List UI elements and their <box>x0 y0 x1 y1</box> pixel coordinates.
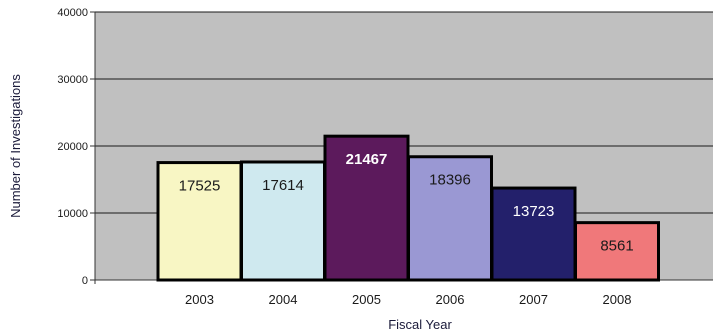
x-axis-title: Fiscal Year <box>388 317 452 332</box>
data-label-2007: 13723 <box>513 203 555 220</box>
data-label-2003: 17525 <box>179 178 221 195</box>
x-tick-label: 2005 <box>352 292 381 307</box>
bar-2007 <box>490 186 577 282</box>
x-tick-label: 2003 <box>185 292 214 307</box>
data-label-2004: 17614 <box>262 177 304 194</box>
data-label-2005: 21467 <box>346 151 388 168</box>
x-tick-label: 2008 <box>603 292 632 307</box>
y-tick-label: 10000 <box>57 208 88 220</box>
x-tick-label: 2007 <box>519 292 548 307</box>
y-tick-label: 20000 <box>57 141 88 153</box>
x-tick-label: 2004 <box>269 292 298 307</box>
y-tick-label: 40000 <box>57 7 88 19</box>
y-tick-label: 30000 <box>57 74 88 86</box>
bars <box>156 134 660 282</box>
data-label-2008: 8561 <box>600 238 633 255</box>
x-tick-label: 2006 <box>436 292 465 307</box>
x-ticks: 2003 2004 2005 2006 2007 2008 <box>185 292 631 307</box>
y-tick-label: 0 <box>82 275 88 287</box>
data-label-2006: 18396 <box>429 172 471 189</box>
bar-2008 <box>574 221 660 282</box>
y-ticks: 0 10000 20000 30000 40000 <box>57 7 95 287</box>
data-labels: 17525 17614 21467 18396 13723 8561 <box>179 151 634 254</box>
y-axis-title: Number of Investigations <box>8 74 23 218</box>
